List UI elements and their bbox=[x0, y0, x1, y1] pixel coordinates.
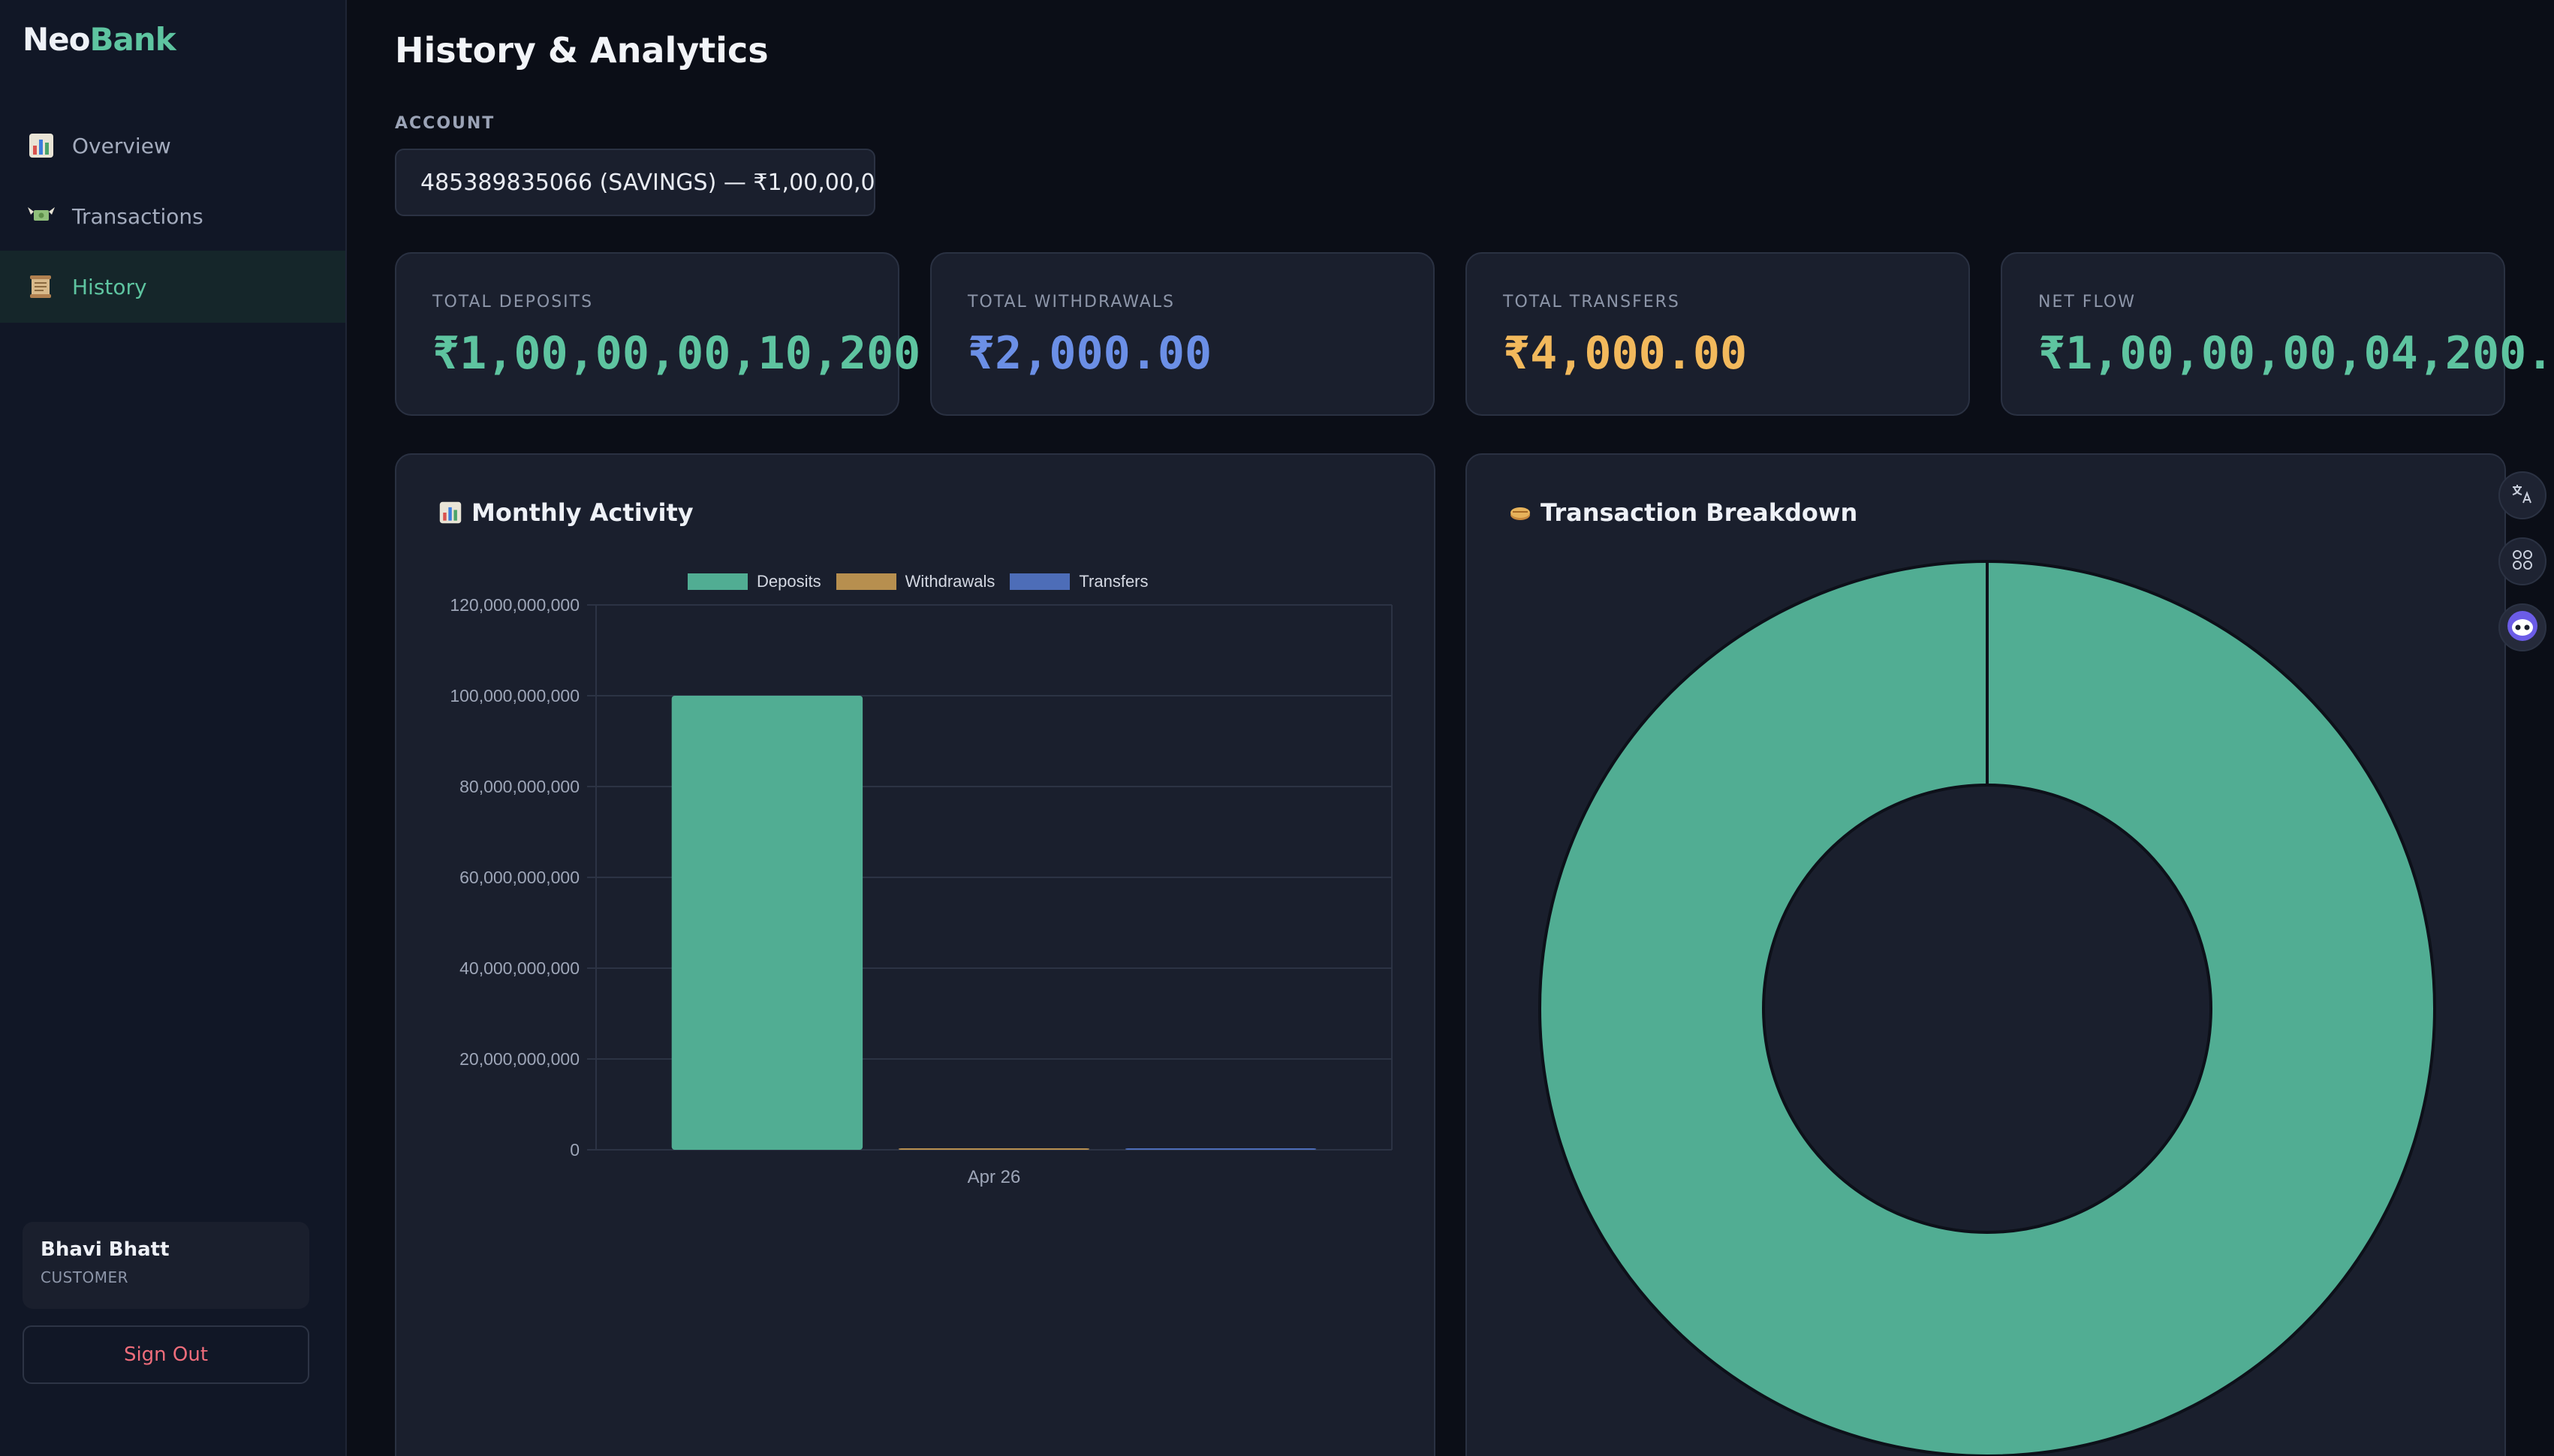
brand-logo[interactable]: NeoBank bbox=[23, 21, 176, 58]
stat-card-net-flow: NET FLOW ₹1,00,00,00,04,200.00 bbox=[2001, 252, 2554, 416]
account-select[interactable]: 485389835066 (SAVINGS) — ₹1,00,00,00,04,… bbox=[395, 149, 875, 216]
sidebar-item-label: Overview bbox=[72, 133, 171, 158]
translate-icon bbox=[2510, 481, 2535, 510]
y-tick-label: 20,000,000,000 bbox=[459, 1049, 580, 1069]
legend-swatch bbox=[688, 573, 748, 590]
y-tick-label: 40,000,000,000 bbox=[459, 958, 580, 978]
sign-out-button[interactable]: Sign Out bbox=[23, 1325, 309, 1384]
transaction-breakdown-chart bbox=[1538, 560, 2436, 1456]
account-label: ACCOUNT bbox=[395, 114, 495, 133]
legend-label: Withdrawals bbox=[905, 572, 995, 591]
y-tick-label: 100,000,000,000 bbox=[450, 686, 580, 705]
legend-label: Transfers bbox=[1079, 572, 1149, 591]
bar-withdrawals[interactable] bbox=[898, 1148, 1090, 1150]
legend-item-deposits[interactable]: Deposits bbox=[688, 572, 821, 591]
brand-part-bank: Bank bbox=[89, 21, 176, 58]
stat-value: ₹1,00,00,00,04,200.00 bbox=[2038, 327, 2554, 380]
page-title: History & Analytics bbox=[395, 30, 769, 71]
money-wings-icon bbox=[26, 200, 57, 232]
stat-label: NET FLOW bbox=[2038, 293, 2136, 311]
legend-swatch bbox=[836, 573, 896, 590]
translate-button[interactable] bbox=[2498, 471, 2546, 519]
bar-chart-icon bbox=[438, 501, 462, 525]
sidebar-item-history[interactable]: History bbox=[0, 251, 345, 323]
stat-value: ₹2,000.00 bbox=[968, 327, 1212, 380]
stat-card-transfers: TOTAL TRANSFERS ₹4,000.00 bbox=[1465, 252, 1970, 416]
command-icon bbox=[2510, 547, 2535, 576]
pie-icon bbox=[1509, 501, 1531, 524]
y-tick-label: 120,000,000,000 bbox=[450, 595, 580, 615]
sidebar-item-label: Transactions bbox=[72, 203, 203, 229]
monthly-activity-panel: Monthly Activity Deposits Withdrawals Tr… bbox=[395, 453, 1435, 1456]
panel-title-text: Transaction Breakdown bbox=[1541, 498, 1858, 527]
legend-item-transfers[interactable]: Transfers bbox=[1010, 572, 1149, 591]
assistant-icon bbox=[2506, 609, 2539, 645]
stat-label: TOTAL WITHDRAWALS bbox=[968, 293, 1176, 311]
y-tick-label: 80,000,000,000 bbox=[459, 777, 580, 796]
bar-transfers[interactable] bbox=[1125, 1148, 1317, 1150]
y-tick-label: 0 bbox=[570, 1140, 580, 1160]
bar-deposits[interactable] bbox=[671, 695, 863, 1150]
panel-title-text: Monthly Activity bbox=[471, 498, 694, 527]
legend-swatch bbox=[1010, 573, 1071, 590]
command-button[interactable] bbox=[2498, 537, 2546, 585]
monthly-activity-chart: 0 20,000,000,000 40,000,000,000 60,000,000,… bbox=[450, 595, 1393, 1187]
stat-card-deposits: TOTAL DEPOSITS ₹1,00,00,00,10,200.00 bbox=[395, 252, 1002, 416]
chart-legend: Deposits Withdrawals Transfers bbox=[688, 572, 1149, 591]
sidebar-item-overview[interactable]: Overview bbox=[0, 110, 345, 182]
sidebar-item-transactions[interactable]: Transactions bbox=[0, 180, 345, 252]
stat-label: TOTAL DEPOSITS bbox=[432, 293, 594, 311]
assistant-button[interactable] bbox=[2498, 603, 2546, 651]
scroll-icon bbox=[26, 271, 57, 302]
bar-chart-icon bbox=[26, 130, 57, 161]
user-role: CUSTOMER bbox=[41, 1268, 129, 1286]
sidebar-item-label: History bbox=[72, 274, 147, 299]
brand-part-neo: Neo bbox=[23, 21, 90, 58]
stat-value: ₹4,000.00 bbox=[1503, 327, 1748, 380]
panel-title-monthly: Monthly Activity bbox=[438, 498, 694, 527]
stat-value: ₹1,00,00,00,10,200.00 bbox=[432, 327, 1002, 380]
legend-item-withdrawals[interactable]: Withdrawals bbox=[836, 572, 995, 591]
user-name: Bhavi Bhatt bbox=[41, 1238, 170, 1261]
stat-label: TOTAL TRANSFERS bbox=[1503, 293, 1680, 311]
x-tick-label: Apr 26 bbox=[968, 1167, 1021, 1187]
user-card: Bhavi Bhatt CUSTOMER bbox=[23, 1222, 309, 1309]
stat-card-withdrawals: TOTAL WITHDRAWALS ₹2,000.00 bbox=[930, 252, 1435, 416]
sidebar: NeoBank Overview Transactions bbox=[0, 0, 347, 1456]
y-tick-label: 60,000,000,000 bbox=[459, 868, 580, 887]
panel-title-breakdown: Transaction Breakdown bbox=[1509, 498, 1857, 527]
transaction-breakdown-panel: Transaction Breakdown bbox=[1465, 453, 2506, 1456]
legend-label: Deposits bbox=[757, 572, 821, 591]
